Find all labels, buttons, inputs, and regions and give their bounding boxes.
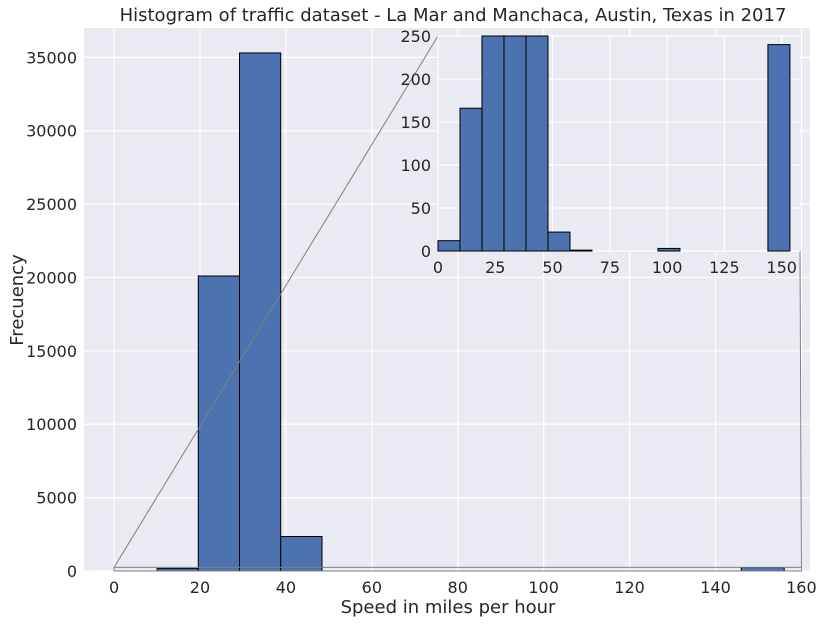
main-y-tick-label: 0 [67,562,77,581]
inset-x-tick-label: 125 [709,258,740,277]
main-y-tick-label: 15000 [26,342,77,361]
inset-histogram-bar [481,35,505,252]
inset-y-tick-label: 100 [400,156,431,175]
main-y-tick-label: 20000 [26,268,77,287]
main-histogram-bar [239,52,282,572]
inset-histogram-bar [437,240,461,252]
inset-histogram-bar [767,44,791,252]
inset-x-tick-label: 25 [485,258,505,277]
inset-histogram-bar [657,247,681,252]
main-histogram-bar [740,567,785,572]
main-y-tick-label: 30000 [26,122,77,141]
chart-title: Histogram of traffic dataset - La Mar an… [120,5,787,26]
x-axis-label: Speed in miles per hour [341,597,556,618]
zoom-connector-line [113,35,439,568]
main-y-tick-label: 10000 [26,415,77,434]
inset-histogram-bar [459,107,483,252]
main-x-tick-label: 120 [614,578,645,597]
inset-x-tick-label: 100 [652,258,683,277]
inset-y-tick-label: 200 [400,70,431,89]
inset-y-tick-label: 0 [421,242,431,261]
inset-x-tick-label: 75 [600,258,620,277]
inset-histogram-bar [525,35,549,252]
main-x-tick-label: 0 [109,578,119,597]
inset-x-tick-label: 150 [766,258,797,277]
inset-histogram-bar [547,231,571,252]
main-x-tick-label: 60 [362,578,382,597]
main-x-tick-label: 160 [786,578,817,597]
inset-plot: 0 25 50 75 100 125 150 0 50 100 150 200 250 [400,27,800,277]
inset-x-tick-label: 50 [542,258,562,277]
main-x-tick-label: 20 [190,578,210,597]
inset-y-tick-label: 150 [400,113,431,132]
main-x-tick-label: 140 [700,578,731,597]
inset-y-tick-label: 250 [400,27,431,46]
y-axis-label: Frecuency [7,254,28,346]
inset-histogram-bar [503,35,527,252]
inset-x-tick-label: 0 [433,258,443,277]
zoom-region-box [113,566,802,572]
main-x-tick-label: 40 [276,578,296,597]
main-y-tick-label: 25000 [26,195,77,214]
main-y-tick-label: 5000 [36,489,77,508]
main-x-tick-label: 80 [448,578,468,597]
inset-histogram-bar [569,249,593,252]
zoom-connector-line [799,250,802,568]
main-histogram-bar [197,275,241,572]
main-histogram-bar [280,536,323,572]
main-x-tick-label: 100 [528,578,559,597]
zoom-connector-lines [113,35,802,572]
main-y-tick-label: 35000 [26,48,77,67]
inset-y-tick-label: 50 [411,199,431,218]
